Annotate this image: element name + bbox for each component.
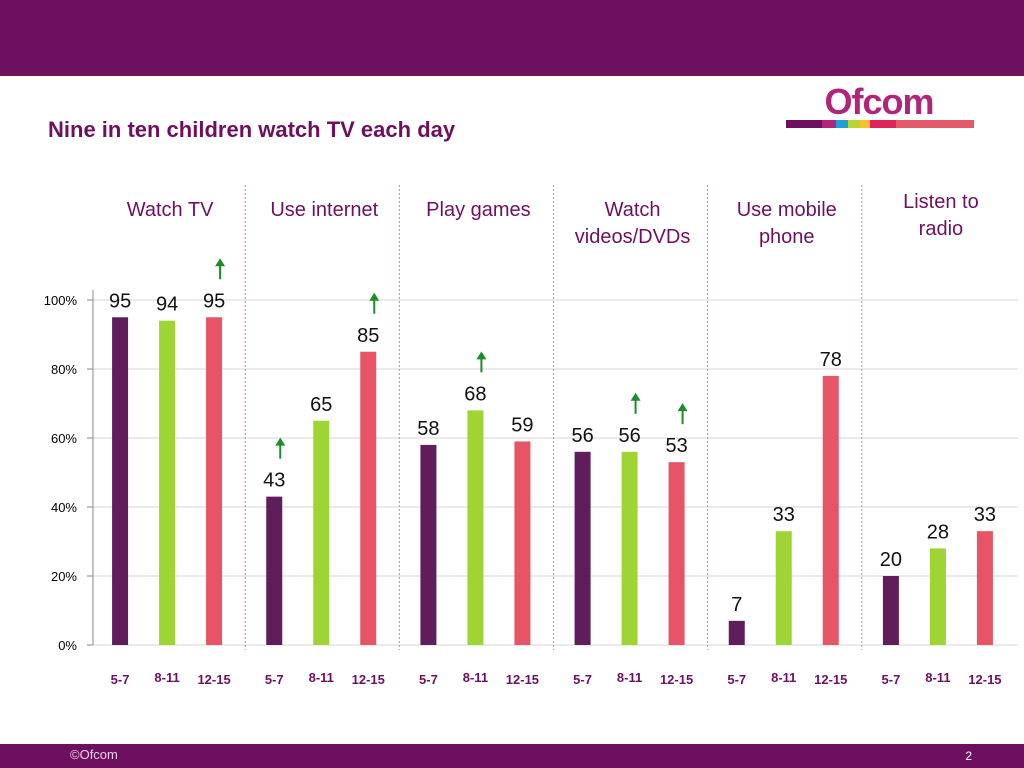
data-label: 7: [731, 594, 742, 616]
data-label: 33: [974, 504, 996, 526]
age-label: 8-11: [154, 670, 179, 685]
bar: [266, 496, 283, 645]
y-tick-label: 40%: [51, 500, 77, 515]
bar: [728, 620, 745, 645]
bar: [206, 317, 223, 645]
bar: [360, 351, 377, 645]
y-tick-label: 80%: [51, 362, 77, 377]
bar: [621, 451, 638, 645]
logo-stripe: [836, 120, 848, 128]
data-label: 56: [618, 425, 640, 447]
data-label: 65: [310, 394, 332, 416]
increase-arrow-head: [630, 392, 641, 401]
bar: [775, 531, 792, 645]
header-band: [0, 0, 1024, 76]
logo-stripe: [860, 120, 870, 128]
group-label: Play games: [426, 199, 531, 221]
bar: [882, 576, 899, 645]
data-label: 95: [203, 290, 225, 312]
group-label: Use mobile: [737, 199, 837, 221]
bar-chart: 0% 20% 40% 60% 80% 100% Watch TV 95 5-7 94 8-11 95 1…: [44, 185, 1018, 687]
footer-band: ©Ofcom 2: [0, 744, 1024, 768]
y-tick-label: 20%: [51, 569, 77, 584]
data-label: 59: [511, 414, 533, 436]
logo-stripes: [786, 120, 974, 128]
data-label: 28: [927, 521, 949, 543]
page-number: 2: [965, 749, 972, 763]
data-label: 56: [571, 425, 593, 447]
group-label: Watch: [605, 199, 661, 221]
bar: [976, 531, 993, 645]
age-label: 8-11: [463, 670, 488, 685]
data-label: 78: [820, 349, 842, 371]
age-label: 8-11: [309, 670, 334, 685]
age-label: 8-11: [771, 670, 796, 685]
group-label: Watch TV: [127, 199, 214, 221]
data-label: 68: [464, 383, 486, 405]
data-label: 33: [773, 504, 795, 526]
data-label: 58: [417, 418, 439, 440]
logo-stripe: [786, 120, 822, 128]
y-tick-label: 100%: [44, 293, 78, 308]
page-title: Nine in ten children watch TV each day: [48, 117, 456, 142]
age-label: 12-15: [197, 672, 230, 687]
group-label: Use internet: [270, 199, 378, 221]
logo-stripe: [822, 120, 836, 128]
copyright-text: ©Ofcom: [70, 747, 118, 762]
y-tick-label: 0%: [58, 638, 77, 653]
increase-arrow-head: [476, 351, 487, 360]
bar: [112, 317, 129, 645]
age-label: 12-15: [968, 672, 1001, 687]
age-label: 12-15: [506, 672, 539, 687]
age-label: 12-15: [352, 672, 385, 687]
increase-arrow-head: [369, 292, 380, 301]
bar: [668, 462, 685, 645]
bar: [574, 451, 591, 645]
logo-stripe: [870, 120, 896, 128]
age-label: 12-15: [660, 672, 693, 687]
data-label: 43: [263, 470, 285, 492]
bar: [514, 441, 531, 645]
data-label: 94: [156, 294, 178, 316]
bar: [929, 548, 946, 645]
age-label: 8-11: [617, 670, 642, 685]
group-label: radio: [919, 218, 963, 240]
group-label: Listen to: [903, 191, 979, 213]
logo-stripe: [896, 120, 974, 128]
increase-arrow-head: [677, 403, 688, 412]
data-label: 20: [880, 549, 902, 571]
bar: [159, 320, 176, 645]
group-label: phone: [759, 226, 815, 248]
bar: [467, 410, 484, 645]
increase-arrow-head: [275, 437, 286, 446]
bar: [313, 420, 330, 645]
age-label: 5-7: [419, 672, 438, 687]
data-label: 85: [357, 325, 379, 347]
age-label: 5-7: [727, 672, 746, 687]
logo-wordmark: Ofcom: [824, 82, 933, 122]
age-label: 5-7: [111, 672, 130, 687]
age-label: 5-7: [265, 672, 284, 687]
bar: [822, 375, 839, 645]
ofcom-logo: Ofcom: [786, 82, 974, 128]
group-label: videos/DVDs: [575, 226, 691, 248]
data-label: 53: [665, 435, 687, 457]
age-label: 12-15: [814, 672, 847, 687]
data-label: 95: [109, 290, 131, 312]
age-label: 5-7: [573, 672, 592, 687]
y-tick-label: 60%: [51, 431, 77, 446]
logo-stripe: [848, 120, 860, 128]
age-label: 8-11: [925, 670, 950, 685]
age-label: 5-7: [882, 672, 901, 687]
bar: [420, 444, 437, 645]
increase-arrow-head: [215, 258, 226, 267]
